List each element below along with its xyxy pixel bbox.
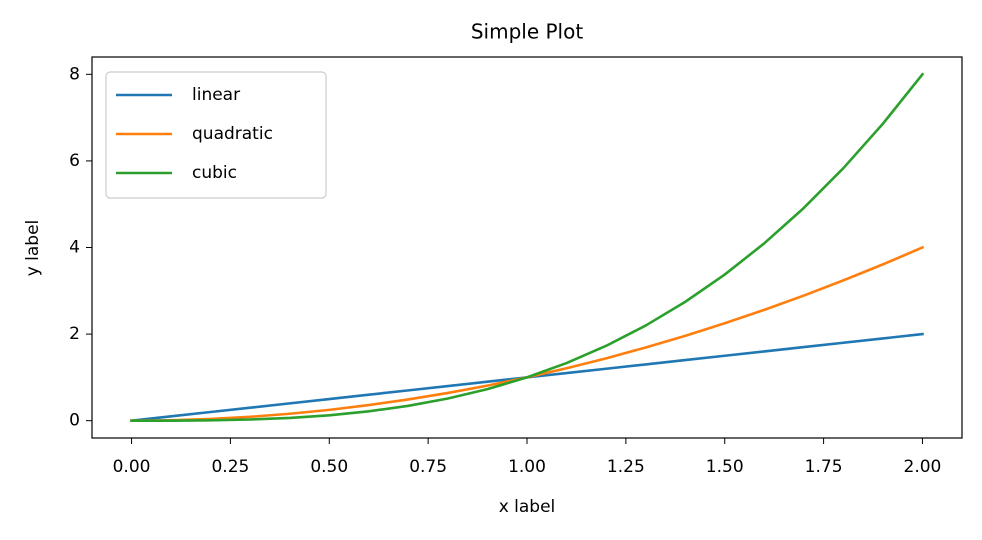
y-tick-label: 8	[69, 64, 80, 84]
x-axis-label: x label	[499, 497, 556, 517]
x-tick-label: 0.75	[409, 457, 447, 477]
y-tick-label: 6	[69, 151, 80, 171]
y-tick-label: 0	[69, 411, 80, 431]
y-tick-label: 2	[69, 324, 80, 344]
legend-label: quadratic	[192, 124, 273, 144]
x-tick-label: 0.00	[113, 457, 151, 477]
x-tick-label: 0.50	[310, 457, 348, 477]
axes-frame	[91, 56, 963, 439]
x-tick-label: 1.25	[607, 457, 645, 477]
x-tick-label: 0.25	[211, 457, 249, 477]
x-tick-label: 2.00	[904, 457, 942, 477]
y-tick-label: 4	[69, 238, 80, 258]
x-tick-label: 1.75	[805, 457, 843, 477]
line-series	[130, 245, 925, 422]
line-series	[130, 72, 925, 422]
legend-label: linear	[192, 85, 240, 105]
x-tick-label: 1.50	[706, 457, 744, 477]
x-tick-label: 1.00	[508, 457, 546, 477]
legend-label: cubic	[192, 163, 237, 183]
chart-title: Simple Plot	[471, 20, 584, 44]
legend-box	[105, 71, 327, 199]
y-axis-label: y label	[23, 220, 43, 277]
